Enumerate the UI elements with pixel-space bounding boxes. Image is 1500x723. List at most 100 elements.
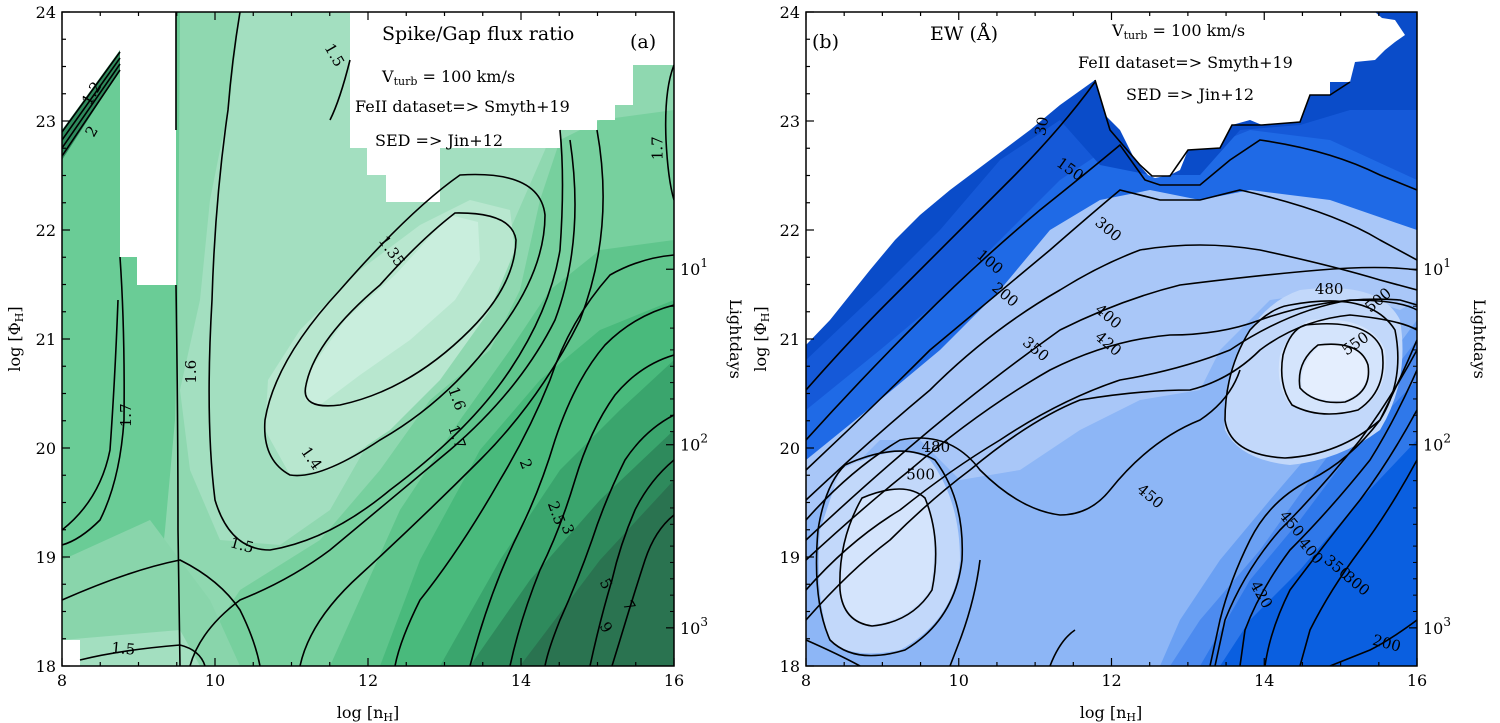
contour-a-1.6 xyxy=(175,12,181,666)
contour-b-450 xyxy=(806,369,1241,521)
x-tick-label-b: 10 xyxy=(949,671,969,690)
fill-a-left-lower xyxy=(62,520,240,666)
no-data-top-right xyxy=(350,12,674,202)
contour-b-200-right xyxy=(1329,619,1417,666)
contour-a-5 xyxy=(544,414,674,666)
y-tick-label-a: 23 xyxy=(36,112,56,131)
contour-b-400-right xyxy=(1239,369,1417,666)
contour-b-300 xyxy=(806,266,1417,541)
panel-b-filled-contours xyxy=(806,12,1417,666)
contour-a-1.4 xyxy=(263,173,546,477)
contour-a-2 xyxy=(394,254,674,666)
y-tick-label-a: 24 xyxy=(36,3,56,22)
y-tick-label-b: 24 xyxy=(780,3,800,22)
contour-b-450-right xyxy=(1209,339,1417,666)
contour-a-lower-left xyxy=(62,559,261,666)
y-tick-label-b: 21 xyxy=(780,330,800,349)
contour-b-500-right xyxy=(1280,322,1384,415)
y-tick-label-b: 20 xyxy=(780,439,800,458)
contour-label-b: 480 xyxy=(922,438,951,456)
contour-label-a: 1.5 xyxy=(228,533,256,557)
contour-a-1.7-far-right xyxy=(664,64,674,201)
contour-b-480-left xyxy=(815,450,964,657)
panel-a-dataset: FeII dataset=> Smyth+19 xyxy=(355,97,570,116)
panel-a-no-data xyxy=(62,12,674,666)
contour-a-top-left-lines xyxy=(62,51,121,157)
panel-a-label: (a) xyxy=(630,31,656,53)
contour-b-150 xyxy=(806,189,1417,471)
x-tick-label-a: 12 xyxy=(358,671,378,690)
y-tick-label-a: 21 xyxy=(36,330,56,349)
contour-b-550 xyxy=(1298,343,1370,404)
panel-b-ylabel: log [ΦH] xyxy=(751,306,772,371)
contour-b-350 xyxy=(806,298,1417,561)
panel-b-label: (b) xyxy=(812,31,839,53)
panel-b-contour-lines xyxy=(806,79,1417,666)
x-tick-label-b: 16 xyxy=(1407,671,1427,690)
contour-b-30 xyxy=(806,81,1096,391)
y-tick-label-b: 22 xyxy=(780,221,800,240)
contour-label-a: 1.7 xyxy=(649,136,667,160)
panel-b-title: EW (Å) xyxy=(930,23,998,45)
panel-b-dataset: FeII dataset=> Smyth+19 xyxy=(1078,53,1293,72)
y-tick-label-a: 20 xyxy=(36,439,56,458)
panel-a-filled-contours xyxy=(62,12,674,666)
contour-b-500-left xyxy=(839,488,937,627)
contour-b-400 xyxy=(806,299,1417,591)
contour-a-7 xyxy=(589,459,674,666)
contour-b-bottom-a xyxy=(806,639,861,666)
contour-a-1.7-left xyxy=(62,256,125,546)
panel-a-xlabel: log [nH] xyxy=(337,703,399,723)
secondary-y-tick-label-b: 103 xyxy=(1423,615,1451,638)
no-data-bottom-left xyxy=(62,640,80,666)
contour-label-a: 1.6 xyxy=(182,360,200,384)
panel-b-sed: SED => Jin+12 xyxy=(1126,85,1254,104)
x-tick-label-a: 10 xyxy=(205,671,225,690)
contour-a-1.6-right xyxy=(189,139,576,666)
panel-a: 1.221.51.351.61.71.41.61.722.535791.51.5… xyxy=(5,3,745,723)
contour-a-1.7-right xyxy=(299,129,604,666)
contour-a-1.5-main xyxy=(208,12,564,551)
contour-b-bottom-b xyxy=(949,559,981,666)
no-data-top-left xyxy=(62,12,120,130)
panel-a-title: Spike/Gap flux ratio xyxy=(382,23,574,45)
contour-a-1.6-upper xyxy=(62,299,119,531)
x-tick-label-a: 8 xyxy=(57,671,67,690)
contour-b-bottom-c xyxy=(1049,629,1076,666)
panel-b-no-data xyxy=(806,12,1405,345)
contour-b-300-right xyxy=(1299,459,1417,666)
contour-b-420-right xyxy=(1214,349,1417,666)
contour-label-b: 480 xyxy=(1315,280,1344,298)
x-tick-label-b: 12 xyxy=(1101,671,1121,690)
contour-label-b: 500 xyxy=(906,465,935,483)
y-tick-label-a: 22 xyxy=(36,221,56,240)
y-tick-label-a: 19 xyxy=(36,548,56,567)
contour-a-2.5 xyxy=(469,304,674,666)
y-tick-label-b: 18 xyxy=(780,657,800,676)
no-data-left-column xyxy=(120,12,176,285)
contour-b-100 xyxy=(806,139,1417,441)
panel-a-secondary-ylabel: Lightdays xyxy=(726,299,745,379)
contour-a-3 xyxy=(509,354,674,666)
panel-b-xlabel: log [nH] xyxy=(1080,703,1142,723)
fill-b-level-480 xyxy=(818,288,1403,654)
panel-a-sed: SED => Jin+12 xyxy=(375,131,503,150)
contour-label-a: 1.5 xyxy=(111,639,136,659)
panel-a-ylabel: log [ΦH] xyxy=(5,306,26,371)
secondary-y-tick-label-b: 102 xyxy=(1423,432,1451,455)
contour-a-1.5-bottom xyxy=(79,644,206,666)
contour-a-9 xyxy=(611,514,674,666)
contour-label-a: 1.7 xyxy=(117,403,135,427)
panel-a-contour-lines xyxy=(62,12,674,666)
contour-a-1.5-top xyxy=(329,59,351,121)
x-tick-label-b: 14 xyxy=(1254,671,1274,690)
contour-a-1.35 xyxy=(304,212,517,407)
y-tick-label-b: 19 xyxy=(780,548,800,567)
x-tick-label-a: 16 xyxy=(664,671,684,690)
contour-label-b: 30 xyxy=(1031,115,1052,137)
panel-b-secondary-ylabel: Lightdays xyxy=(1470,299,1489,379)
y-tick-label-a: 18 xyxy=(36,657,56,676)
contour-b-480-right xyxy=(1224,300,1399,459)
